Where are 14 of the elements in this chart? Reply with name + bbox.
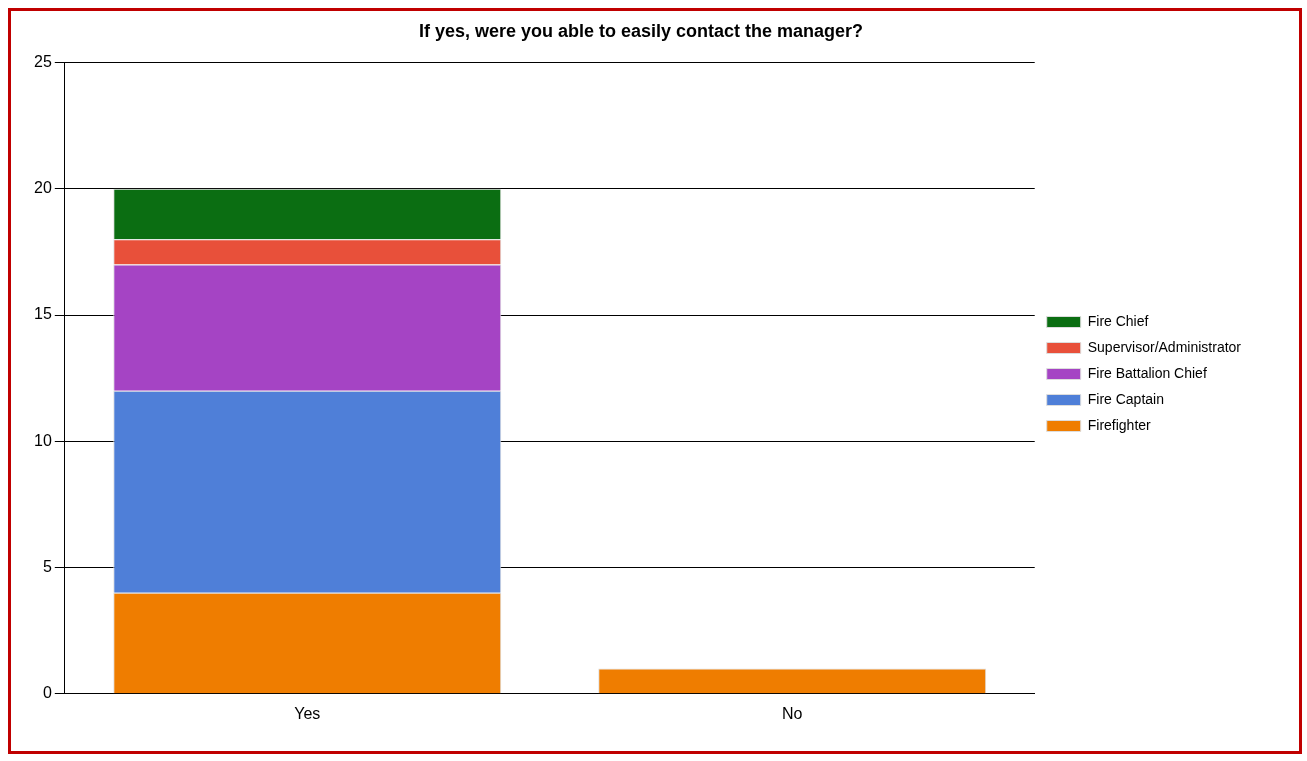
x-tick-label: No	[782, 704, 803, 722]
legend-label: Fire Captain	[1087, 390, 1164, 407]
chart-title: If yes, were you able to easily contact the manager?	[418, 20, 864, 41]
y-tick-label: 15	[34, 305, 52, 323]
legend-label: Firefighter	[1087, 416, 1152, 433]
y-tick-label: 5	[42, 557, 52, 575]
x-tick-label: Yes	[294, 704, 321, 722]
legend-label: Supervisor/Administrator	[1087, 338, 1242, 355]
legend-label: Fire Battalion Chief	[1087, 364, 1207, 381]
y-tick-label: 20	[34, 179, 52, 197]
y-tick-label: 10	[34, 431, 52, 449]
legend-label: Fire Chief	[1087, 312, 1149, 329]
y-tick-label: 0	[42, 684, 52, 702]
y-tick-label: 25	[34, 53, 52, 71]
